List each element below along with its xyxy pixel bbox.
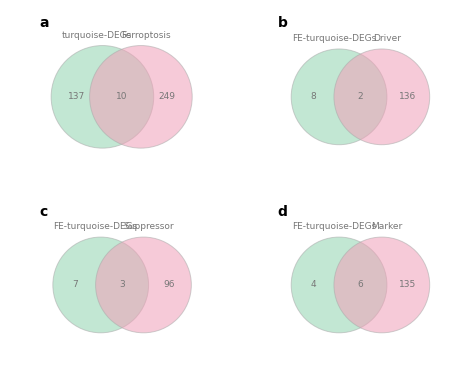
Text: Ferroptosis: Ferroptosis — [121, 31, 171, 40]
Text: FE-turquoise-DEGs: FE-turquoise-DEGs — [54, 222, 138, 231]
Text: Driver: Driver — [373, 34, 401, 43]
Text: a: a — [39, 17, 49, 31]
Text: FE-turquoise-DEGs: FE-turquoise-DEGs — [292, 34, 376, 43]
Text: 10: 10 — [116, 92, 128, 101]
Circle shape — [53, 237, 149, 333]
Text: Marker: Marker — [371, 222, 402, 231]
Text: 135: 135 — [399, 280, 416, 290]
Text: 137: 137 — [68, 92, 85, 101]
Circle shape — [90, 45, 192, 148]
Text: turquoise-DEGs: turquoise-DEGs — [62, 31, 132, 40]
Text: 249: 249 — [158, 92, 175, 101]
Text: 96: 96 — [164, 280, 175, 290]
Text: 2: 2 — [358, 92, 363, 101]
Text: Suppressor: Suppressor — [123, 222, 174, 231]
Circle shape — [51, 45, 154, 148]
Circle shape — [96, 237, 191, 333]
Text: 6: 6 — [357, 280, 364, 290]
Text: 3: 3 — [119, 280, 125, 290]
Text: FE-turquoise-DEGs: FE-turquoise-DEGs — [292, 222, 376, 231]
Text: 136: 136 — [399, 92, 416, 101]
Circle shape — [334, 237, 430, 333]
Text: b: b — [277, 17, 287, 31]
Circle shape — [291, 49, 387, 145]
Text: 8: 8 — [310, 92, 316, 101]
Text: 7: 7 — [72, 280, 78, 290]
Text: d: d — [277, 204, 287, 218]
Circle shape — [291, 237, 387, 333]
Circle shape — [334, 49, 430, 145]
Text: 4: 4 — [310, 280, 316, 290]
Text: c: c — [39, 204, 47, 218]
